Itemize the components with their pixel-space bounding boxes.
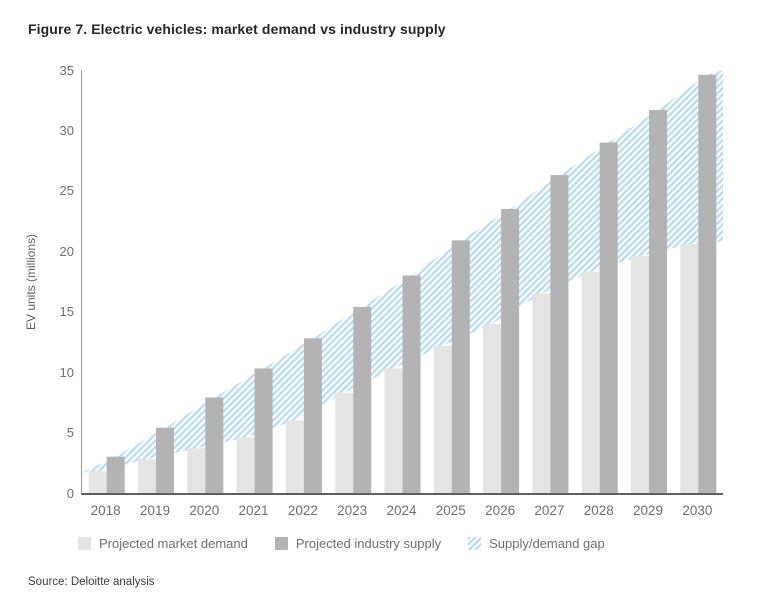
legend-item-gap: Supply/demand gap: [468, 536, 605, 551]
bar-demand-2019: [138, 459, 156, 493]
bar-supply-2023: [353, 306, 372, 493]
bar-demand-2021: [236, 437, 255, 493]
bar-demand-2018: [88, 471, 107, 493]
legend-label-supply: Projected industry supply: [295, 536, 442, 551]
bar-demand-2020: [187, 448, 206, 493]
y-tick-label-10: 10: [59, 364, 74, 380]
y-tick-label-15: 15: [59, 304, 74, 320]
bar-demand-2030: [680, 244, 699, 493]
bar-supply-2021: [254, 368, 273, 493]
bar-demand-2028: [581, 271, 600, 493]
legend-item-supply: Projected industry supply: [274, 536, 442, 551]
bar-demand-2022: [285, 420, 304, 493]
bar-supply-2027: [550, 175, 569, 493]
bar-demand-2023: [335, 392, 354, 493]
bar-supply-2019: [156, 427, 174, 493]
source-text: Source: Deloitte analysis: [28, 576, 155, 588]
x-tick-label-2030: 2030: [682, 503, 713, 518]
x-tick-label-2026: 2026: [485, 503, 516, 518]
bar-supply-2024: [402, 275, 421, 493]
y-tick-label-20: 20: [59, 243, 74, 259]
x-tick-label-2020: 2020: [189, 503, 220, 518]
figure-title: Figure 7. Electric vehicles: market dema…: [28, 21, 446, 37]
legend-label-gap: Supply/demand gap: [489, 536, 605, 551]
x-tick-label-2027: 2027: [534, 503, 565, 518]
legend-label-demand: Projected market demand: [99, 536, 248, 551]
bar-chart-plot: [82, 70, 723, 493]
bar-demand-2026: [483, 323, 502, 493]
x-tick-label-2028: 2028: [583, 503, 614, 518]
y-tick-label-35: 35: [59, 62, 74, 78]
x-tick-label-2021: 2021: [238, 503, 269, 518]
chart-legend: Projected market demand Projected indust…: [78, 536, 605, 551]
bar-supply-2020: [205, 397, 224, 493]
bar-demand-2029: [631, 256, 649, 493]
supply-swatch-icon: [274, 537, 288, 550]
bar-demand-2025: [433, 345, 452, 493]
bar-supply-2028: [599, 142, 618, 493]
bar-supply-2029: [649, 109, 667, 493]
y-tick-label-0: 0: [66, 485, 74, 501]
gap-hatch-swatch-icon: [468, 537, 482, 550]
bar-demand-2024: [384, 368, 403, 493]
x-tick-label-2018: 2018: [90, 503, 121, 518]
bar-supply-2018: [106, 456, 125, 493]
y-tick-label-30: 30: [59, 122, 74, 138]
bar-supply-2030: [698, 74, 717, 493]
x-tick-label-2025: 2025: [435, 503, 466, 518]
x-tick-label-2019: 2019: [139, 503, 170, 518]
demand-swatch-icon: [78, 537, 91, 550]
bar-supply-2026: [501, 209, 520, 493]
x-tick-label-2024: 2024: [386, 503, 417, 518]
x-tick-label-2029: 2029: [633, 503, 664, 518]
x-tick-label-2023: 2023: [337, 503, 368, 518]
y-tick-label-25: 25: [59, 183, 74, 199]
legend-item-demand: Projected market demand: [78, 536, 248, 551]
bar-supply-2022: [303, 338, 322, 493]
bar-supply-2025: [451, 240, 470, 493]
plot-area: [81, 70, 723, 495]
y-tick-label-5: 5: [66, 425, 74, 441]
x-tick-label-2022: 2022: [287, 503, 318, 518]
bar-demand-2027: [532, 293, 551, 493]
